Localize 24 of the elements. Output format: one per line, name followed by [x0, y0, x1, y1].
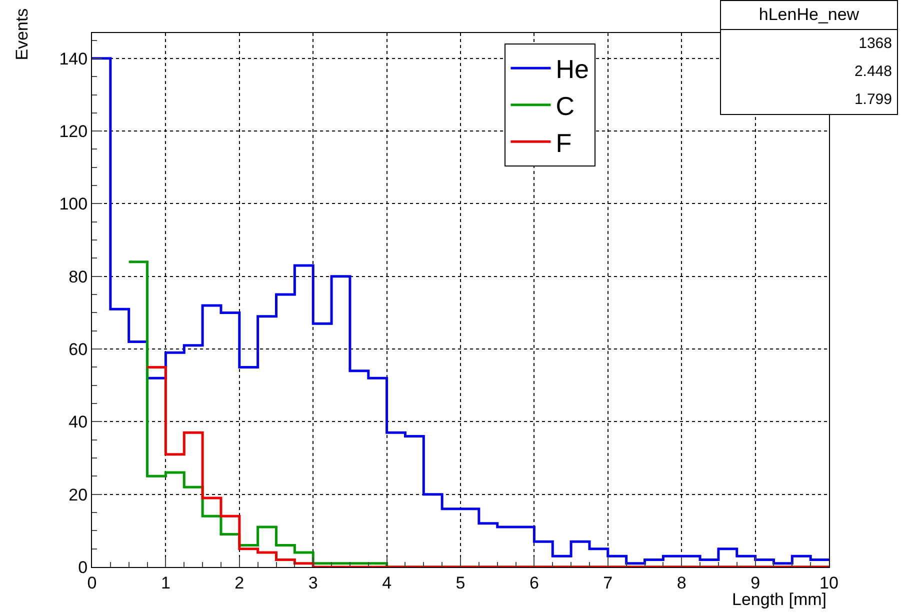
legend-label: He	[556, 54, 589, 84]
y-tick-label: 100	[59, 194, 88, 214]
x-tick-label: 8	[676, 573, 686, 592]
legend-label: C	[556, 91, 574, 122]
x-tick-label: 4	[382, 573, 392, 592]
x-tick-label: 10	[820, 573, 838, 592]
y-tick-label: 140	[59, 49, 88, 68]
x-tick-label: 7	[603, 573, 613, 592]
x-tick-label: 6	[529, 573, 539, 592]
y-tick-label: 60	[68, 340, 88, 359]
y-tick-label: 40	[68, 412, 88, 432]
x-tick-label: 5	[456, 573, 466, 592]
y-tick-label: 80	[68, 267, 88, 286]
y-axis-title: Events	[12, 8, 32, 60]
x-tick-label: 9	[750, 573, 760, 592]
x-axis-title: Length [mm]	[732, 590, 826, 609]
y-tick-label: 0	[78, 558, 88, 577]
x-tick-label: 2	[234, 573, 244, 592]
x-tick-label: 1	[160, 573, 170, 592]
legend-label: F	[556, 128, 572, 158]
stats-box: hLenHe_new 1368 2.448 1.799	[720, 0, 898, 115]
y-tick-label: 120	[59, 122, 88, 142]
x-tick-label: 3	[308, 573, 318, 592]
y-tick-label: 20	[68, 485, 88, 504]
